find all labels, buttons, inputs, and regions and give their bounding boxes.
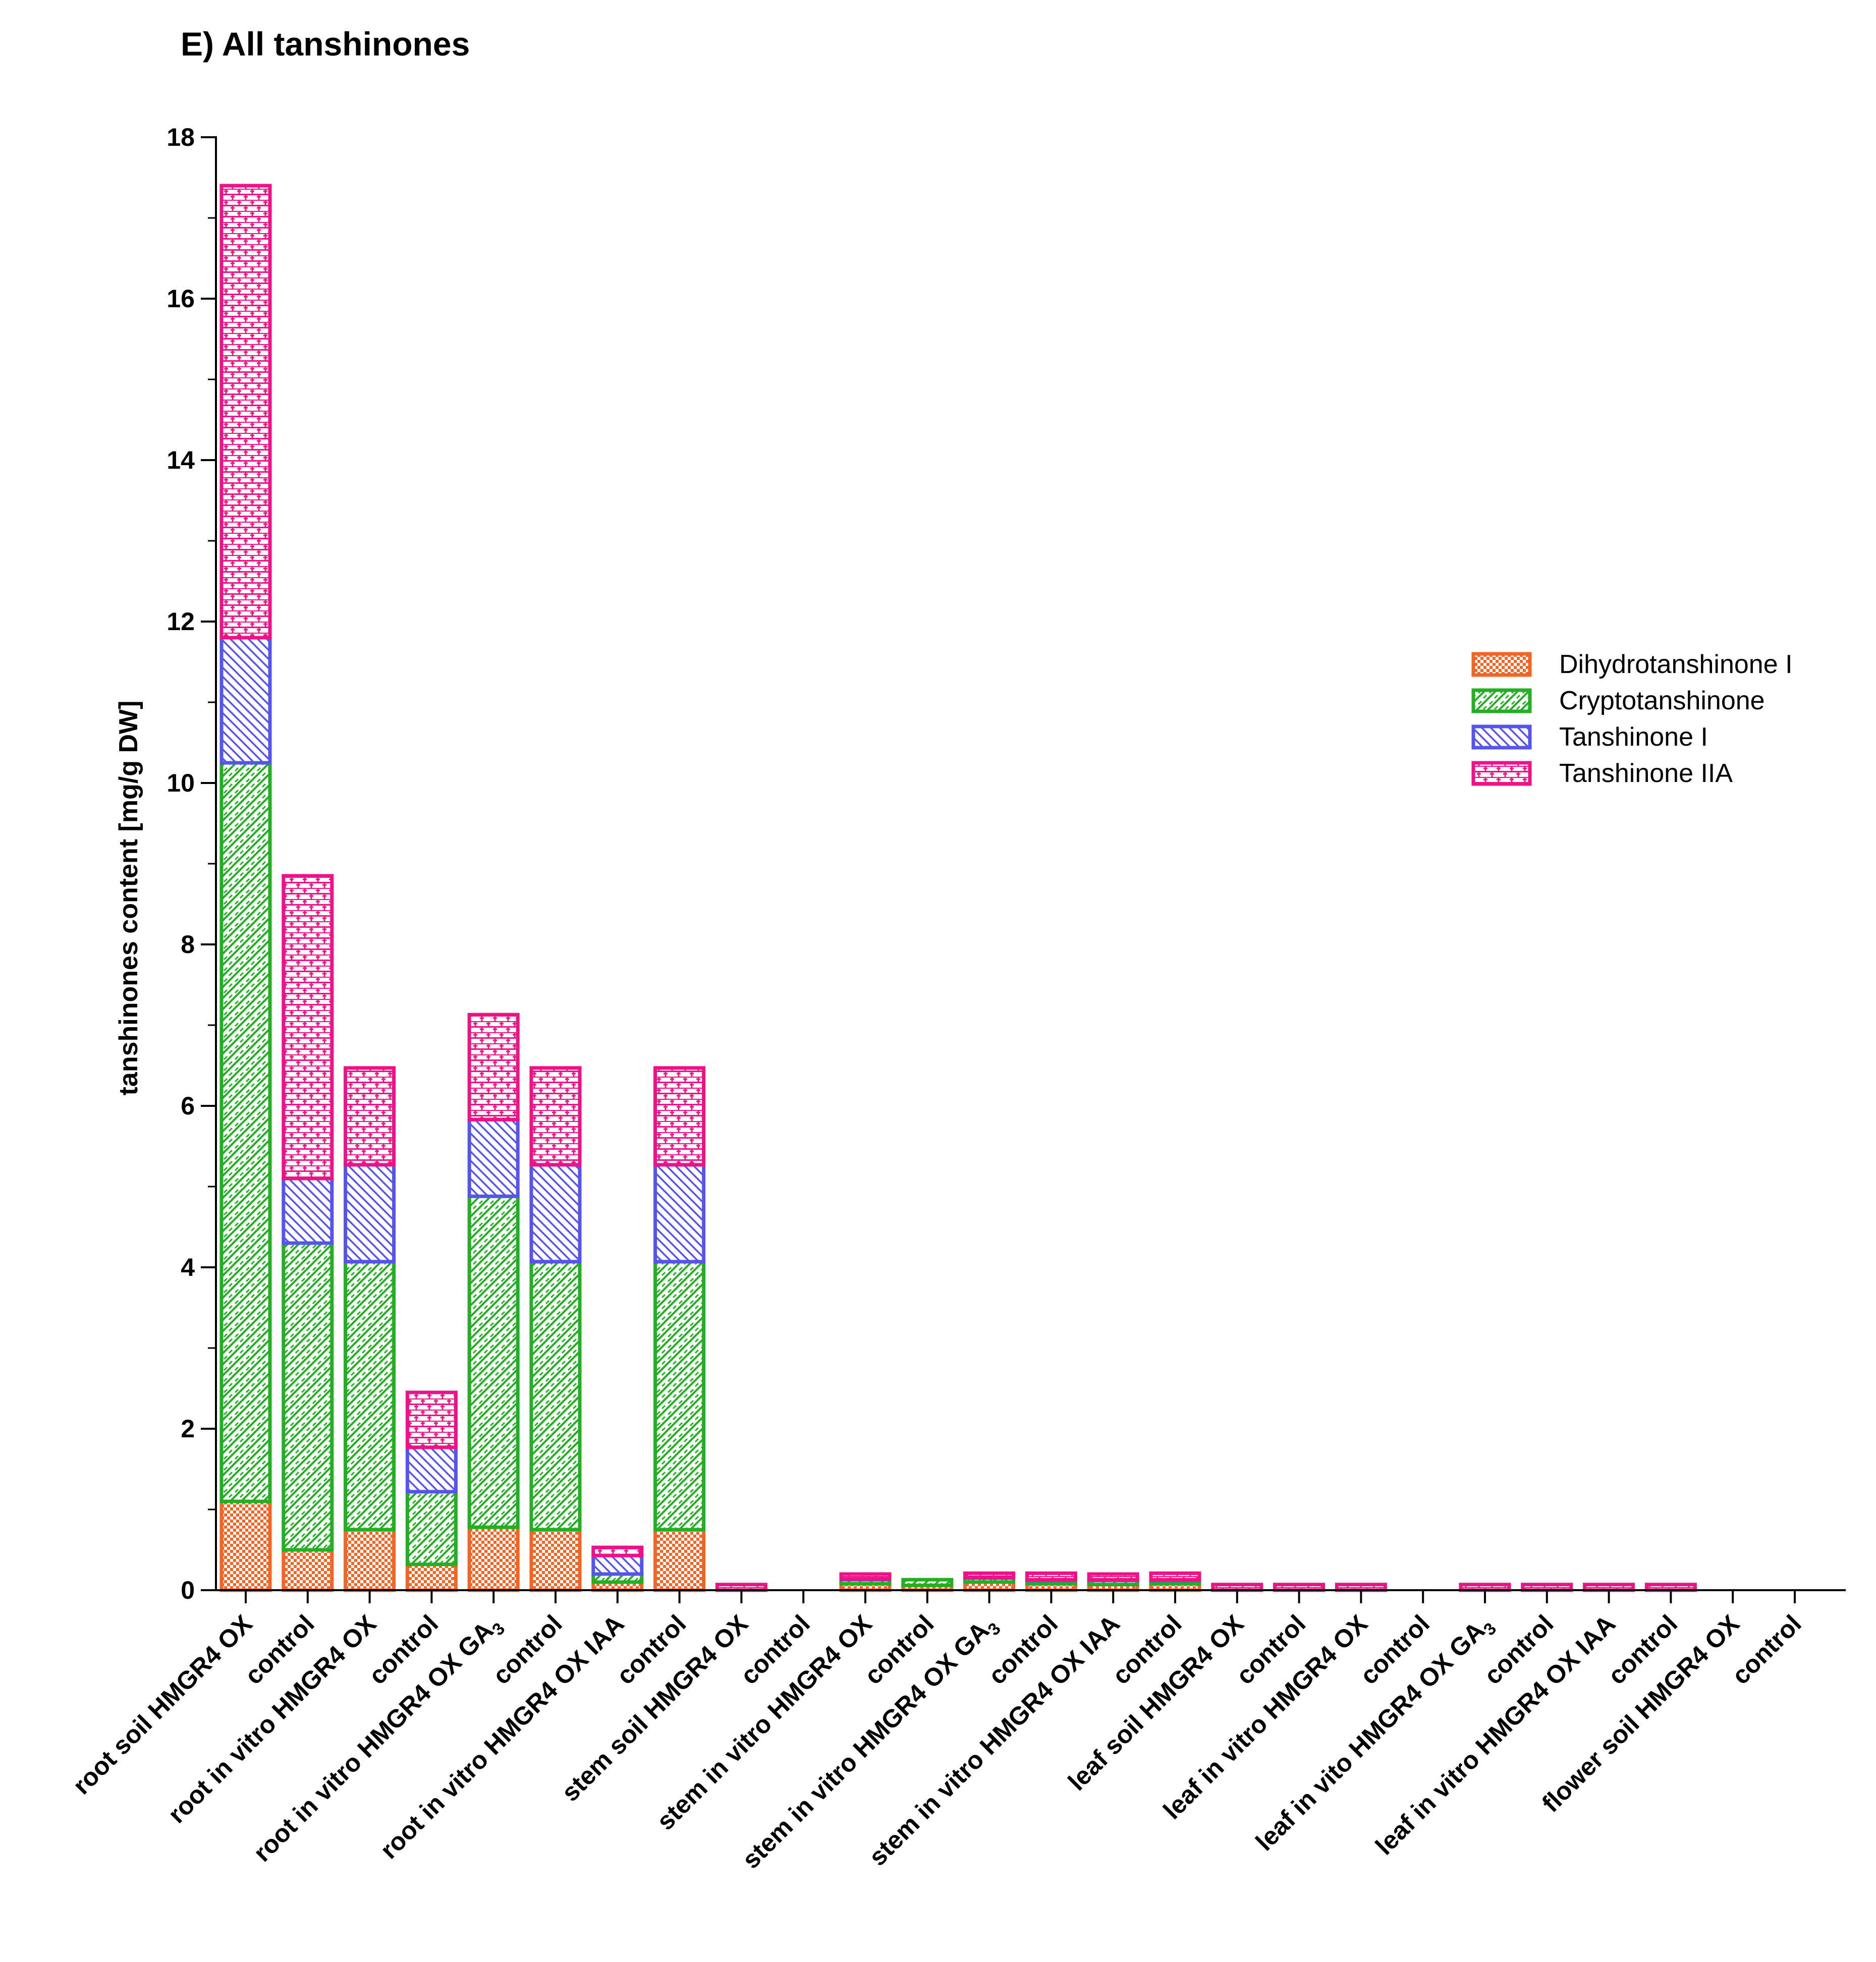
- y-ticks: 0 2 4 6 8 10 12 14 16 18: [167, 123, 216, 1604]
- y-tick-label: 6: [181, 1092, 195, 1120]
- legend-label-3: Tanshinone I: [1559, 722, 1708, 752]
- bar-segment-6-series-4: [529, 1066, 582, 1167]
- bar-segment-1-series-2: [219, 761, 272, 1503]
- bar-segment-8-series-4: [653, 1066, 706, 1167]
- bar-segment-4-series-1: [405, 1562, 458, 1592]
- y-tick-label: 12: [167, 607, 195, 636]
- bar-segment-13-series-4: [963, 1571, 1016, 1579]
- legend-swatch-4: [1471, 761, 1532, 786]
- bar-segment-6-series-3: [529, 1163, 582, 1264]
- bar-segment-1-series-4: [219, 184, 272, 640]
- bar-segment-2-series-4: [282, 874, 334, 1181]
- y-tick-label: 8: [181, 930, 195, 959]
- bar-segment-6-series-1: [529, 1528, 582, 1592]
- axes: [215, 136, 1846, 1591]
- bar-segment-7-series-4: [591, 1545, 644, 1557]
- bar-segment-3-series-1: [344, 1528, 396, 1592]
- bar-segment-4-series-2: [405, 1490, 458, 1566]
- bar-segment-4-series-3: [405, 1445, 458, 1494]
- legend-label-4: Tanshinone IIA: [1559, 759, 1733, 788]
- bar-segment-8-series-3: [653, 1163, 706, 1264]
- y-tick-label: 2: [181, 1415, 195, 1443]
- bar-segment-14-series-4: [1025, 1571, 1077, 1582]
- y-tick-label: 16: [167, 285, 195, 313]
- y-tick-label: 0: [181, 1576, 195, 1604]
- bar-segment-4-series-4: [405, 1390, 458, 1449]
- bar-segment-5-series-1: [467, 1525, 520, 1592]
- bar-segment-5-series-2: [467, 1194, 520, 1529]
- legend-swatch-2: [1471, 688, 1532, 713]
- bars: [219, 184, 1697, 1592]
- bar-segment-12-series-2: [901, 1578, 954, 1587]
- bar-segment-2-series-3: [282, 1176, 334, 1245]
- legend-label-2: Cryptotanshinone: [1559, 686, 1765, 715]
- x-tick-label: control: [1726, 1609, 1806, 1690]
- bar-segment-2-series-1: [282, 1548, 334, 1592]
- bar-segment-15-series-4: [1087, 1572, 1139, 1582]
- bar-segment-1-series-3: [219, 636, 272, 765]
- y-tick-label: 14: [167, 446, 195, 474]
- y-tick-label: 4: [181, 1253, 195, 1281]
- bar-segment-3-series-3: [344, 1163, 396, 1264]
- bar-segment-2-series-2: [282, 1241, 334, 1552]
- bar-segment-5-series-3: [467, 1117, 520, 1198]
- y-tick-label: 10: [167, 769, 195, 797]
- bar-segment-8-series-1: [653, 1528, 706, 1592]
- legend-swatch-3: [1471, 724, 1532, 750]
- bar-segment-8-series-2: [653, 1260, 706, 1532]
- legend-label-1: Dihydrotanshinone I: [1559, 650, 1793, 679]
- bar-segment-6-series-2: [529, 1260, 582, 1532]
- legend-swatch-1: [1471, 652, 1532, 677]
- bar-segment-16-series-4: [1149, 1571, 1201, 1582]
- bar-segment-3-series-2: [344, 1260, 396, 1532]
- bar-segment-3-series-4: [344, 1066, 396, 1167]
- bar-segment-1-series-1: [219, 1499, 272, 1592]
- bar-segment-7-series-3: [591, 1553, 644, 1576]
- bar-segment-11-series-4: [839, 1572, 892, 1581]
- y-tick-label: 18: [167, 123, 195, 151]
- legend: Dihydrotanshinone I Cryptotanshinone Tansh…: [1471, 650, 1793, 788]
- x-tick-label-main: control: [1726, 1609, 1806, 1690]
- chart-title: E) All tanshinones: [181, 25, 470, 63]
- bar-segment-5-series-4: [467, 1013, 520, 1122]
- y-axis-label: tanshinones content [mg/g DW]: [114, 701, 143, 1096]
